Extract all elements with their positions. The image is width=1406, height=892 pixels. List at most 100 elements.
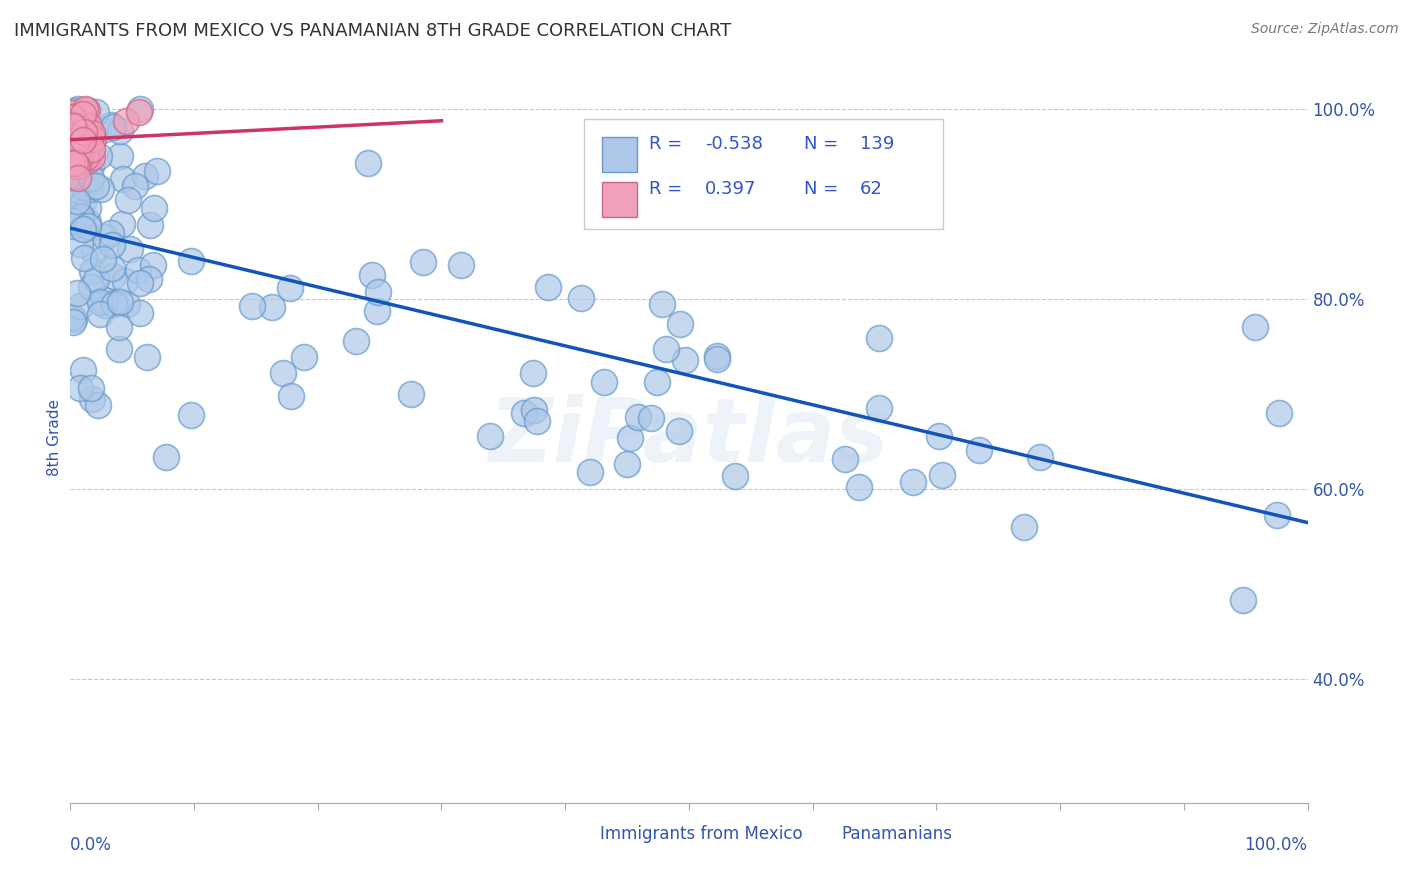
Text: R =: R = xyxy=(650,135,689,153)
Point xyxy=(138,272,160,286)
Point xyxy=(94,297,117,311)
Point xyxy=(62,118,84,132)
Point xyxy=(72,363,94,377)
Point xyxy=(668,424,690,438)
Point xyxy=(63,129,86,144)
Point xyxy=(79,171,101,186)
Point xyxy=(66,170,89,185)
Point xyxy=(70,139,93,153)
Point xyxy=(931,467,953,482)
Text: 100.0%: 100.0% xyxy=(1244,836,1308,854)
Text: Panamanians: Panamanians xyxy=(841,825,952,843)
Point xyxy=(103,297,125,311)
Point xyxy=(616,457,638,471)
Point xyxy=(145,164,167,178)
Point xyxy=(967,443,990,458)
Point xyxy=(640,410,662,425)
Point xyxy=(62,213,84,227)
Point xyxy=(60,310,83,325)
Point xyxy=(155,450,177,464)
Text: 139: 139 xyxy=(859,135,894,153)
Point xyxy=(66,194,89,209)
Point xyxy=(240,300,263,314)
Point xyxy=(115,114,138,128)
Point xyxy=(62,126,84,140)
Point xyxy=(82,132,104,146)
Point xyxy=(569,291,592,305)
Point xyxy=(77,219,100,234)
Point xyxy=(260,300,283,314)
Point xyxy=(513,406,536,420)
Point xyxy=(76,103,98,118)
Point xyxy=(72,144,94,158)
Point xyxy=(73,180,96,194)
Point xyxy=(142,258,165,272)
Point xyxy=(62,134,84,148)
Point xyxy=(69,212,91,227)
Point xyxy=(72,222,94,236)
Point xyxy=(108,295,131,310)
Point xyxy=(72,133,94,147)
Text: IMMIGRANTS FROM MEXICO VS PANAMANIAN 8TH GRADE CORRELATION CHART: IMMIGRANTS FROM MEXICO VS PANAMANIAN 8TH… xyxy=(14,22,731,40)
Point xyxy=(645,376,668,390)
Point xyxy=(80,150,103,164)
Point xyxy=(280,389,302,403)
Point xyxy=(903,475,925,489)
Point xyxy=(60,151,83,165)
Point xyxy=(93,230,115,244)
Point xyxy=(82,127,104,141)
Point xyxy=(79,182,101,196)
Point xyxy=(69,121,91,136)
Point xyxy=(1243,320,1265,334)
Point xyxy=(69,151,91,165)
Point xyxy=(60,148,83,162)
Point xyxy=(70,221,93,235)
Point xyxy=(180,253,202,268)
Point xyxy=(63,155,86,169)
Point xyxy=(60,141,83,155)
Point xyxy=(73,125,96,139)
Point xyxy=(87,398,110,412)
Point xyxy=(62,117,84,131)
Point xyxy=(117,193,139,207)
Point xyxy=(66,137,89,152)
Text: 0.0%: 0.0% xyxy=(70,836,112,854)
Point xyxy=(834,452,856,467)
Text: N =: N = xyxy=(804,135,844,153)
Point xyxy=(73,103,96,117)
Point xyxy=(62,315,84,329)
Point xyxy=(62,119,84,133)
Point xyxy=(101,269,124,284)
Point xyxy=(67,103,90,117)
Point xyxy=(360,268,382,282)
Point xyxy=(62,137,84,152)
Point xyxy=(82,131,104,145)
Point xyxy=(80,142,103,156)
Point xyxy=(67,135,90,149)
Point xyxy=(128,105,150,120)
Point xyxy=(66,119,89,133)
Point xyxy=(271,366,294,380)
Point xyxy=(82,130,104,145)
Point xyxy=(66,146,89,161)
Point xyxy=(139,218,162,232)
Point xyxy=(619,431,641,445)
Point xyxy=(76,132,98,146)
Text: ZiPatlas: ZiPatlas xyxy=(489,393,889,481)
Point xyxy=(62,124,84,138)
Text: 62: 62 xyxy=(859,179,883,198)
Point xyxy=(101,120,124,134)
Point xyxy=(60,169,83,184)
Point xyxy=(89,149,111,163)
Point xyxy=(69,381,91,395)
Point xyxy=(60,156,83,170)
Point xyxy=(111,217,134,231)
Point xyxy=(62,138,84,153)
Point xyxy=(80,381,103,395)
Point xyxy=(60,219,83,234)
Point xyxy=(724,469,747,483)
Point xyxy=(112,171,135,186)
Point xyxy=(63,155,86,169)
Point xyxy=(627,410,650,425)
Point xyxy=(69,210,91,224)
